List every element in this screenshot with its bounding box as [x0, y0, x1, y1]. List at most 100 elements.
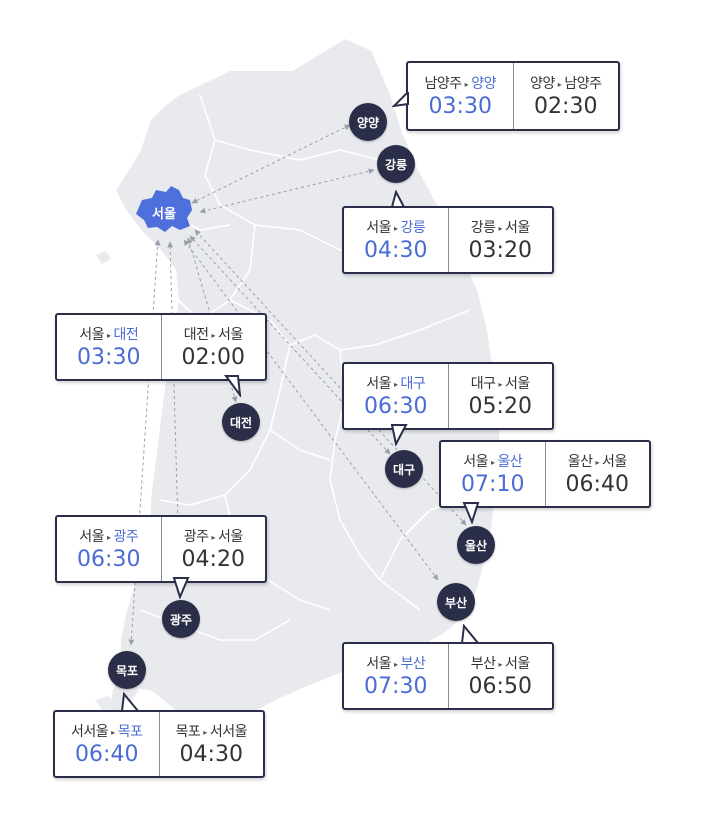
route-destination: 서울 — [218, 327, 243, 343]
outbound-route: 서울 ▸ 대전 — [79, 324, 139, 344]
box-pointer — [120, 692, 140, 712]
arrow-icon: ▸ — [490, 457, 495, 467]
arrow-icon: ▸ — [498, 659, 502, 669]
time-box-daegu: 서울 ▸ 대구 06:30 대구 ▸ 서울 05:20 — [342, 362, 554, 430]
outbound-route: 남양주 ▸ 양양 — [424, 73, 497, 93]
arrow-icon: ▸ — [106, 532, 111, 542]
route-destination: 광주 — [113, 529, 139, 545]
city-marker-ulsan: 울산 — [457, 526, 495, 564]
route-origin: 양양 — [530, 76, 555, 92]
outbound-time: 04:30 — [364, 238, 428, 263]
inbound-route: 광주 ▸ 서울 — [183, 526, 244, 546]
inbound-time: 06:50 — [468, 674, 532, 699]
city-marker-yangyang: 양양 — [349, 103, 387, 141]
route-destination: 목포 — [117, 724, 143, 740]
time-box-busan: 서울 ▸ 부산 07:30 부산 ▸ 서울 06:50 — [342, 642, 554, 710]
inbound-route: 대전 ▸ 서울 — [183, 324, 244, 344]
inbound-time: 03:20 — [468, 238, 532, 263]
route-destination: 서울 — [602, 454, 627, 470]
city-marker-gwangju: 광주 — [162, 600, 200, 638]
route-origin: 서울 — [366, 376, 391, 392]
time-box-yangyang: 남양주 ▸ 양양 03:30 양양 ▸ 남양주 02:30 — [406, 61, 620, 131]
inbound-column: 울산 ▸ 서울 06:40 — [544, 442, 650, 506]
arrow-icon: ▸ — [464, 79, 469, 89]
route-origin: 서울 — [79, 327, 104, 343]
outbound-time: 06:30 — [364, 394, 428, 419]
route-origin: 강릉 — [470, 220, 496, 236]
arrow-icon: ▸ — [498, 379, 502, 389]
box-pointer — [392, 92, 409, 108]
city-marker-busan: 부산 — [437, 583, 475, 621]
route-destination: 강릉 — [400, 220, 426, 236]
box-pointer — [390, 190, 406, 208]
seoul-label: 서울 — [152, 207, 176, 222]
arrow-icon: ▸ — [211, 330, 215, 340]
inbound-route: 부산 ▸ 서울 — [471, 653, 531, 673]
arrow-icon: ▸ — [557, 79, 562, 89]
box-pointer — [462, 502, 480, 524]
city-marker-gangneung: 강릉 — [377, 145, 415, 183]
route-destination: 서울 — [505, 220, 530, 236]
outbound-column: 서울 ▸ 강릉 04:30 — [344, 208, 448, 272]
city-marker-mokpo: 목포 — [108, 651, 146, 689]
route-origin: 서울 — [463, 454, 488, 470]
inbound-column: 목포 ▸ 서서울 04:30 — [158, 712, 264, 776]
outbound-route: 서울 ▸ 대구 — [366, 373, 426, 393]
route-origin: 서울 — [79, 529, 104, 545]
route-origin: 광주 — [183, 529, 209, 545]
city-marker-daejeon: 대전 — [222, 403, 260, 441]
route-origin: 서울 — [366, 656, 391, 672]
inbound-time: 02:30 — [534, 94, 598, 119]
inbound-time: 04:20 — [181, 547, 245, 572]
arrow-icon: ▸ — [393, 223, 398, 233]
route-busan — [183, 239, 439, 581]
route-origin: 남양주 — [424, 76, 463, 92]
box-pointer — [172, 577, 190, 599]
route-destination: 서서울 — [209, 724, 248, 740]
arrow-icon: ▸ — [203, 727, 207, 737]
route-gwangju — [167, 241, 183, 598]
route-destination: 서울 — [218, 529, 243, 545]
outbound-column: 서울 ▸ 부산 07:30 — [344, 644, 448, 708]
outbound-time: 07:10 — [461, 472, 525, 497]
arrow-icon: ▸ — [393, 659, 398, 669]
route-destination: 부산 — [400, 656, 426, 672]
route-destination: 서울 — [505, 376, 530, 392]
inbound-time: 02:00 — [181, 345, 245, 370]
inbound-time: 04:30 — [179, 742, 243, 767]
inbound-route: 대구 ▸ 서울 — [471, 373, 531, 393]
route-origin: 대전 — [183, 327, 209, 343]
outbound-route: 서서울 ▸ 목포 — [71, 721, 143, 741]
route-destination: 서울 — [505, 656, 530, 672]
inbound-column: 광주 ▸ 서울 04:20 — [160, 517, 266, 581]
route-destination: 대전 — [113, 327, 139, 343]
time-box-gwangju: 서울 ▸ 광주 06:30 광주 ▸ 서울 04:20 — [55, 515, 267, 583]
arrow-icon: ▸ — [106, 330, 111, 340]
route-origin: 서울 — [366, 220, 391, 236]
inbound-column: 강릉 ▸ 서울 03:20 — [447, 208, 553, 272]
seoul-region — [136, 186, 192, 232]
route-destination: 양양 — [471, 76, 496, 92]
outbound-time: 03:30 — [428, 94, 492, 119]
time-box-ulsan: 서울 ▸ 울산 07:10 울산 ▸ 서울 06:40 — [439, 440, 651, 508]
route-origin: 서서울 — [71, 724, 109, 740]
island — [96, 251, 111, 264]
outbound-column: 서울 ▸ 울산 07:10 — [441, 442, 545, 506]
outbound-time: 06:40 — [75, 742, 139, 767]
inbound-route: 울산 ▸ 서울 — [567, 451, 628, 471]
arrow-icon: ▸ — [595, 457, 599, 467]
outbound-time: 07:30 — [364, 674, 428, 699]
outbound-column: 서울 ▸ 대전 03:30 — [57, 315, 161, 379]
box-pointer — [224, 375, 242, 397]
route-origin: 울산 — [567, 454, 593, 470]
inbound-column: 대구 ▸ 서울 05:20 — [447, 364, 553, 428]
box-pointer — [390, 424, 408, 446]
outbound-column: 서울 ▸ 광주 06:30 — [57, 517, 161, 581]
inbound-time: 06:40 — [565, 472, 629, 497]
time-box-mokpo: 서서울 ▸ 목포 06:40 목포 ▸ 서서울 04:30 — [53, 710, 265, 778]
outbound-route: 서울 ▸ 광주 — [79, 526, 139, 546]
time-box-gangneung: 서울 ▸ 강릉 04:30 강릉 ▸ 서울 03:20 — [342, 206, 554, 274]
route-destination: 남양주 — [564, 76, 602, 92]
island — [95, 696, 115, 712]
inbound-route: 양양 ▸ 남양주 — [530, 73, 602, 93]
